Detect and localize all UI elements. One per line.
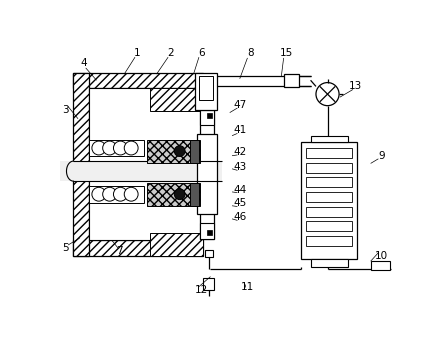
Text: 8: 8 xyxy=(247,48,254,58)
Text: 10: 10 xyxy=(375,251,388,261)
Bar xyxy=(89,186,144,203)
Text: 13: 13 xyxy=(349,81,362,92)
Bar xyxy=(195,73,217,110)
Bar xyxy=(301,142,357,259)
Text: 43: 43 xyxy=(233,162,246,172)
Text: 1: 1 xyxy=(134,48,140,57)
Text: 42: 42 xyxy=(233,147,246,157)
Bar xyxy=(306,221,352,231)
Text: 3: 3 xyxy=(62,104,69,114)
Circle shape xyxy=(174,146,185,157)
Bar xyxy=(284,74,299,87)
Bar xyxy=(306,148,352,158)
Bar xyxy=(151,88,203,111)
Circle shape xyxy=(113,187,127,201)
Bar xyxy=(148,183,200,206)
Bar xyxy=(200,223,214,239)
Text: 41: 41 xyxy=(233,125,246,135)
Text: 15: 15 xyxy=(280,48,292,58)
Circle shape xyxy=(113,141,127,155)
Text: 47: 47 xyxy=(233,100,246,110)
Bar xyxy=(197,134,217,214)
Text: 11: 11 xyxy=(241,282,254,292)
Bar xyxy=(74,73,203,88)
Bar xyxy=(200,110,214,239)
Bar xyxy=(148,140,200,163)
Bar xyxy=(74,240,203,256)
Bar xyxy=(199,77,213,100)
Bar xyxy=(207,113,212,118)
Circle shape xyxy=(103,141,117,155)
Bar xyxy=(200,110,214,125)
Text: 46: 46 xyxy=(233,212,246,222)
Bar xyxy=(311,259,348,267)
Bar xyxy=(306,177,352,187)
Circle shape xyxy=(92,141,106,155)
Bar xyxy=(306,207,352,216)
Text: 2: 2 xyxy=(167,48,174,57)
Bar xyxy=(89,140,144,157)
Circle shape xyxy=(174,189,185,200)
Bar xyxy=(371,261,390,270)
Text: 12: 12 xyxy=(194,285,208,295)
Circle shape xyxy=(124,141,138,155)
Bar xyxy=(89,88,203,240)
Circle shape xyxy=(92,187,106,201)
Bar xyxy=(205,250,213,258)
Text: 5: 5 xyxy=(62,243,69,253)
Text: 45: 45 xyxy=(233,198,246,208)
Bar xyxy=(203,278,214,290)
Bar xyxy=(306,163,352,173)
Bar xyxy=(190,140,199,163)
Bar xyxy=(60,161,222,181)
Text: 9: 9 xyxy=(378,151,385,161)
Text: 44: 44 xyxy=(233,184,246,195)
Text: 4: 4 xyxy=(80,58,87,68)
Circle shape xyxy=(124,187,138,201)
Bar xyxy=(151,233,203,256)
Text: 6: 6 xyxy=(198,48,205,57)
Bar xyxy=(306,192,352,202)
Bar xyxy=(190,183,199,206)
Circle shape xyxy=(103,187,117,201)
Bar xyxy=(74,73,89,256)
Bar xyxy=(306,236,352,246)
Text: 7: 7 xyxy=(117,246,123,256)
Bar xyxy=(207,230,212,235)
Bar xyxy=(311,136,348,142)
Circle shape xyxy=(316,82,339,106)
